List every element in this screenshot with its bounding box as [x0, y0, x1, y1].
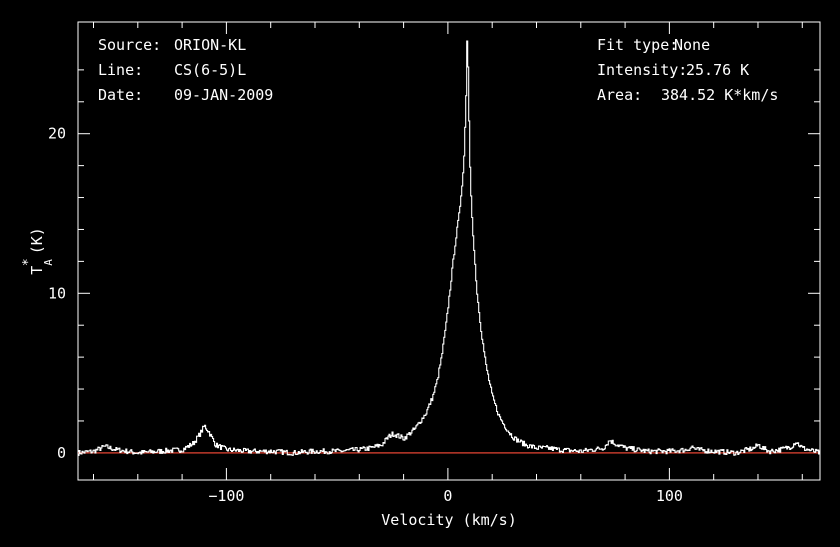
source-value: ORION-KL	[174, 36, 246, 54]
y-axis-label-unit: (K)	[28, 227, 46, 254]
y-tick-label: 10	[48, 284, 66, 302]
y-axis-label-main: T	[28, 266, 46, 275]
info-block-right: Fit type: None Intensity: 25.76 K Area: …	[597, 36, 778, 104]
source-label: Source:	[98, 36, 161, 54]
x-tick-label: 100	[656, 487, 683, 505]
spectrum-line	[78, 40, 821, 456]
area-value: 384.52 K*km/s	[661, 86, 778, 104]
area-label: Area:	[597, 86, 642, 104]
plot-frame	[77, 21, 821, 481]
y-tick-label: 20	[48, 125, 66, 143]
line-value: CS(6-5)L	[174, 61, 246, 79]
line-label: Line:	[98, 61, 143, 79]
date-value: 09-JAN-2009	[174, 86, 273, 104]
date-label: Date:	[98, 86, 143, 104]
x-axis-label: Velocity (km/s)	[381, 511, 516, 529]
y-axis-label: TA * (K)	[21, 227, 55, 275]
info-block-left: Source: ORION-KL Line: CS(6-5)L Date: 09…	[98, 36, 273, 104]
fit-type-value: None	[674, 36, 710, 54]
intensity-value: 25.76 K	[686, 61, 749, 79]
intensity-label: Intensity:	[597, 61, 687, 79]
fit-type-label: Fit type:	[597, 36, 678, 54]
x-tick-label: −100	[208, 487, 244, 505]
svg-text:TA*(K): TA * (K)	[21, 227, 55, 275]
y-axis-label-sub: A	[42, 259, 55, 266]
series-layer	[78, 40, 821, 456]
y-tick-label: 0	[57, 444, 66, 462]
y-axis-label-sup: *	[21, 258, 36, 266]
x-tick-label: 0	[443, 487, 452, 505]
